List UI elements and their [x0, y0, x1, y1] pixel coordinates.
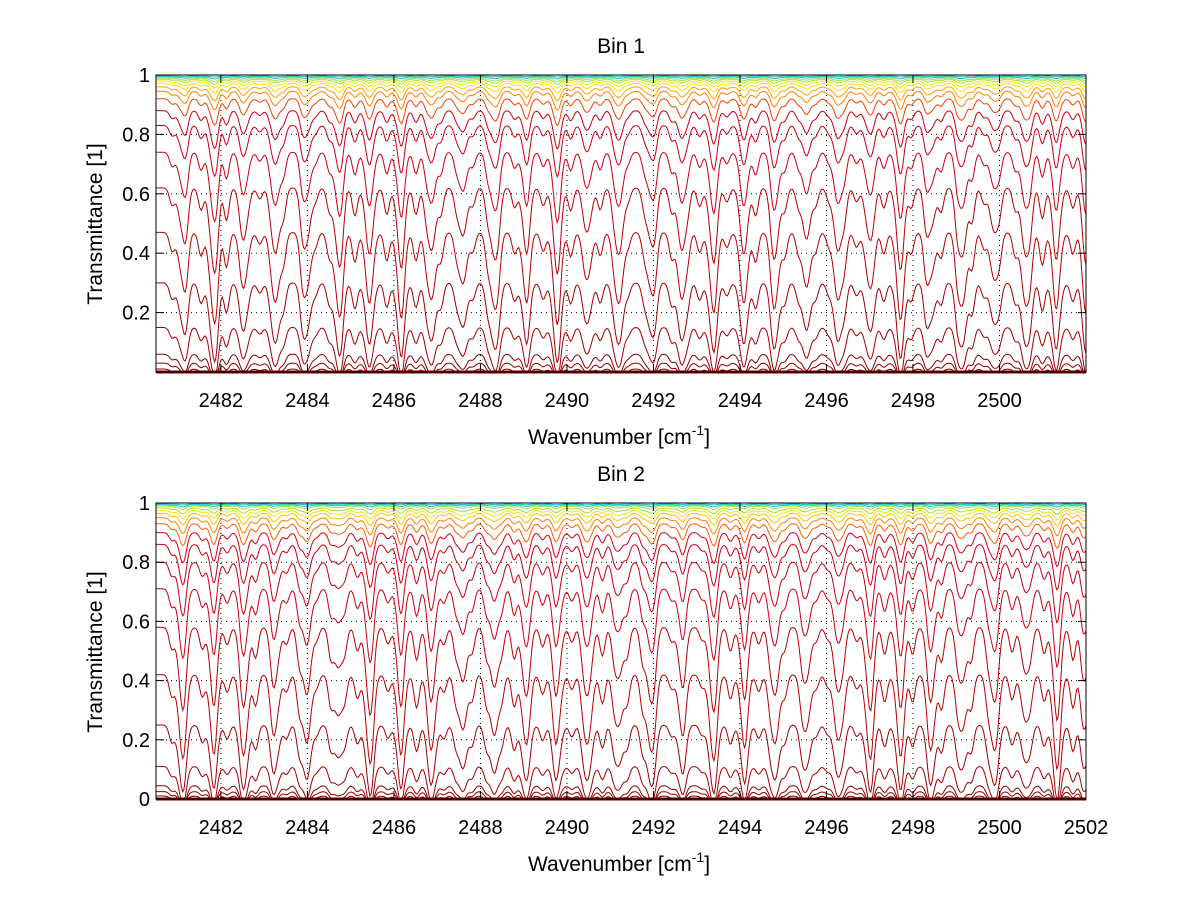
- x-axis-label: Wavenumber [cm-1]: [528, 849, 710, 876]
- y-tick-label: 0.4: [122, 671, 150, 693]
- x-axis-label: Wavenumber [cm-1]: [528, 422, 710, 449]
- chart-title: Bin 2: [597, 463, 645, 486]
- y-tick-label: 0.2: [122, 303, 150, 325]
- x-tick-labels: 2482 2484 2486 2488 2490 2492 2494 2496 2498 2500…: [199, 817, 1109, 839]
- series-line: [156, 517, 1087, 537]
- series-line: [156, 507, 1087, 515]
- series-group: [156, 502, 1087, 801]
- grid: [156, 75, 1086, 372]
- y-tick-label: 0.6: [122, 611, 150, 633]
- x-tick-label: 2496: [804, 817, 849, 839]
- y-tick-label: 0.2: [122, 730, 150, 752]
- series-line: [156, 187, 1087, 275]
- tick-marks: [156, 74, 1086, 372]
- series-line: [156, 523, 1087, 549]
- x-tick-label: 2486: [372, 390, 417, 412]
- series-line: [156, 75, 1086, 78]
- series-line: [156, 561, 1087, 624]
- axes-frame: [155, 502, 1087, 800]
- y-tick-label: 1: [139, 493, 150, 515]
- x-tick-label: 2492: [631, 390, 676, 412]
- series-line: [156, 543, 1087, 591]
- x-tick-label: 2488: [458, 390, 503, 412]
- series-line: [156, 626, 1087, 723]
- y-tick-label: 0.6: [122, 184, 150, 206]
- x-tick-label: 2494: [718, 817, 763, 839]
- series-line: [156, 231, 1087, 326]
- x-tick-labels: 2482 2484 2486 2488 2490 2492 2494 2496 2498 2500: [199, 390, 1022, 412]
- series-line: [156, 110, 1087, 151]
- series-line: [156, 82, 1087, 94]
- y-tick-label: 0.8: [122, 124, 150, 146]
- x-tick-label: 2500: [977, 817, 1022, 839]
- y-axis-label: Transmittance [1]: [84, 143, 107, 304]
- series-line: [156, 77, 1087, 83]
- series-line: [156, 504, 1087, 508]
- series-line: [156, 588, 1087, 669]
- x-tick-label: 2498: [891, 817, 936, 839]
- x-axis-label-superscript: -1: [692, 422, 705, 438]
- x-axis-label-text: Wavenumber [cm: [528, 853, 692, 876]
- series-line: [156, 326, 1087, 373]
- series-line: [156, 282, 1087, 364]
- x-axis-label-end: ]: [704, 426, 710, 449]
- series-line: [156, 674, 1087, 771]
- x-tick-label: 2498: [891, 390, 936, 412]
- series-line: [156, 151, 1087, 225]
- x-tick-label: 2496: [804, 390, 849, 412]
- panel-bin-1: Bin 1 2482 2484 2486 2488 2490 2492 2494 2496 24…: [84, 35, 1087, 449]
- tick-marks: [156, 502, 1087, 800]
- y-tick-label: 0.8: [122, 552, 150, 574]
- x-tick-label: 2494: [718, 390, 763, 412]
- series-group: [156, 74, 1087, 374]
- series-line: [156, 125, 1087, 179]
- x-tick-label: 2500: [977, 390, 1022, 412]
- series-line: [156, 532, 1087, 568]
- y-axis-label: Transmittance [1]: [84, 571, 107, 732]
- x-axis-label-text: Wavenumber [cm: [528, 426, 692, 449]
- x-tick-label: 2482: [199, 817, 244, 839]
- y-tick-label: 0: [139, 789, 150, 811]
- x-tick-label: 2488: [458, 817, 503, 839]
- series-line: [156, 724, 1087, 801]
- series-line: [156, 80, 1087, 89]
- x-tick-label: 2484: [285, 817, 330, 839]
- y-tick-label: 0.4: [122, 243, 150, 265]
- chart-title: Bin 1: [597, 35, 645, 58]
- series-line: [156, 86, 1087, 102]
- series-line: [156, 76, 1087, 80]
- panel-bin-2: Bin 2 2482 2484 2486 2488 2490 2492 2494 2496 24…: [84, 463, 1108, 876]
- axes-frame: [155, 74, 1087, 373]
- series-line: [156, 98, 1087, 127]
- x-tick-label: 2484: [285, 390, 330, 412]
- y-tick-labels: 0 0.2 0.4 0.6 0.8 1: [122, 493, 150, 811]
- series-line: [156, 503, 1086, 506]
- series-line: [156, 90, 1087, 111]
- x-axis-label-superscript: -1: [692, 849, 705, 865]
- x-tick-label: 2490: [545, 390, 590, 412]
- series-line: [156, 505, 1087, 511]
- x-tick-label: 2482: [199, 390, 244, 412]
- x-axis-label-end: ]: [704, 853, 710, 876]
- x-tick-label: 2490: [545, 817, 590, 839]
- series-line: [156, 509, 1087, 521]
- x-tick-label: 2492: [631, 817, 676, 839]
- y-tick-label: 1: [139, 65, 150, 87]
- x-tick-label: 2502: [1064, 817, 1109, 839]
- series-line: [156, 78, 1087, 85]
- series-line: [156, 512, 1087, 527]
- x-tick-label: 2486: [372, 817, 417, 839]
- y-tick-labels: 0.2 0.4 0.6 0.8 1: [122, 65, 150, 325]
